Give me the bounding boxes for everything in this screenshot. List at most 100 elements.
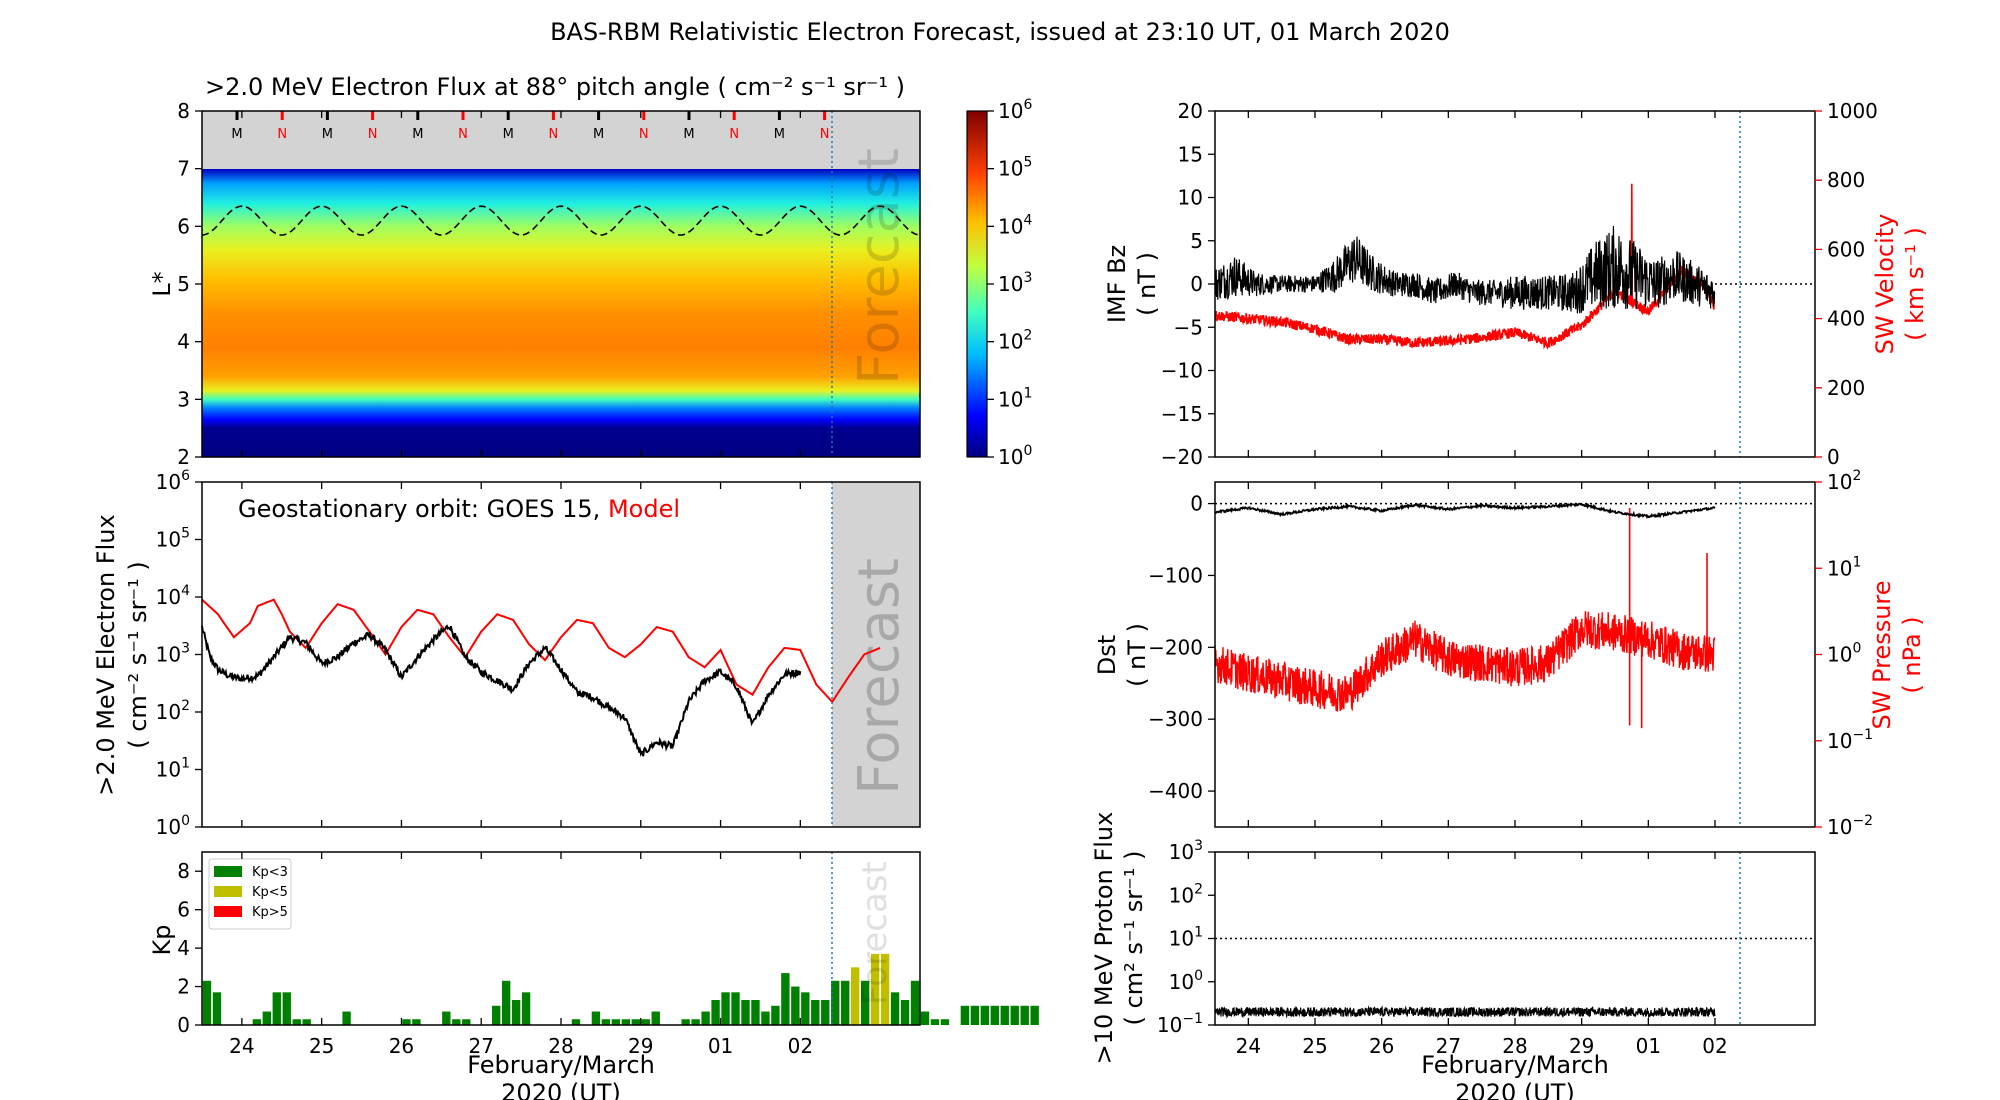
geo-title-goes: Geostationary orbit: GOES 15,: [238, 495, 600, 523]
geo-forecast-shade: [832, 482, 920, 827]
series-imf-bz-line: [1214, 225, 1716, 314]
colorbar: [966, 110, 988, 458]
kp-bar: [880, 953, 890, 1025]
kp-bar: [611, 1019, 621, 1025]
tick-base: 10: [156, 528, 181, 552]
geo-x-ticks: [241, 482, 801, 827]
tick-base: 10: [1827, 470, 1852, 494]
proton-x-label: 25: [1302, 1034, 1327, 1058]
proton-x-axis: 24 25 26 27 28 29 01 02: [1236, 852, 1728, 1058]
mn-marker-label: M: [503, 127, 514, 142]
dst-frame: [1214, 481, 1816, 828]
heatmap-x-ticks: [241, 111, 801, 457]
kp-forecast-label: Forecast: [855, 861, 895, 1005]
kp-bar: [930, 1019, 940, 1025]
imf-y2label-line1: SW Velocity: [1871, 214, 1899, 355]
kp-bar: [621, 1019, 631, 1025]
tick-base: 10: [156, 815, 181, 839]
kp-bar: [402, 1019, 411, 1025]
mn-marker-label: M: [231, 127, 242, 142]
right-xlabel-2: 2020 (UT): [1455, 1079, 1575, 1100]
geo-ylabel-line1: >2.0 MeV Electron Flux: [92, 514, 120, 795]
series-proton-flux-line: [1214, 1005, 1716, 1020]
kp-bar: [212, 992, 222, 1025]
kp-y-label: 0: [177, 1013, 190, 1037]
geo-ylabel-line2: ( cm⁻² s⁻¹ sr⁻¹ ): [124, 561, 152, 749]
proton-x-label: 26: [1369, 1034, 1394, 1058]
kp-bar: [910, 980, 920, 1025]
kp-y-axis: 0 2 4 6 8: [177, 859, 202, 1037]
kp-bar: [801, 992, 810, 1025]
tick-exp: 3: [181, 641, 190, 657]
kp-bar: [571, 1019, 581, 1025]
kp-bar: [841, 980, 850, 1025]
tick-base: 10: [156, 643, 181, 667]
tick-exp: 5: [181, 526, 190, 542]
kp-bar: [771, 1005, 780, 1025]
kp-bar: [811, 1000, 820, 1025]
kp-y-label: 6: [177, 898, 190, 922]
tick-exp: 2: [1852, 468, 1861, 484]
proton-y-label: 103: [1169, 838, 1203, 864]
tick-base: 10: [998, 387, 1023, 411]
imf-panel: −20 −15 −10 −5 0 5 10 15 20 0 200 400 600 800 1000 IM…: [1103, 99, 1929, 469]
kp-bar: [701, 1011, 710, 1025]
tick-base: 10: [1827, 729, 1852, 753]
proton-y-label: 100: [1169, 968, 1203, 994]
tick-exp: 1: [1023, 385, 1032, 401]
dst-y-label: −200: [1148, 635, 1203, 659]
tick-base: 10: [1169, 840, 1194, 864]
heatmap-y-axis: 2 3 4 5 6 7 8: [177, 99, 202, 469]
geo-forecast-label: Forecast: [847, 558, 912, 795]
kp-bar: [272, 992, 281, 1025]
dst-y-label: −400: [1148, 779, 1203, 803]
kp-bar: [491, 1005, 501, 1025]
tick-base: 10: [998, 330, 1023, 354]
proton-x-label: 28: [1502, 1034, 1527, 1058]
mn-marker-label: M: [322, 127, 333, 142]
dst-y2label-line2: ( nPa ): [1898, 616, 1926, 693]
kp-legend-label-kpgt5: Kp>5: [252, 905, 288, 920]
imf-y-label: −15: [1161, 402, 1203, 426]
dst-y-axis: 0 −100 −200 −300 −400: [1148, 492, 1215, 803]
colorbar-tick-label: 104: [998, 212, 1032, 238]
kp-bar: [751, 1000, 760, 1025]
imf-y-label: −20: [1161, 445, 1203, 469]
imf-y-label: 15: [1178, 142, 1203, 166]
heatmap-y-label: 2: [177, 445, 190, 469]
kp-bar: [691, 1019, 700, 1025]
kp-bar: [821, 1000, 830, 1025]
dst-ylabel-line2: ( nT ): [1123, 623, 1151, 687]
kp-bar: [920, 1011, 930, 1025]
mn-marker-label: M: [683, 127, 694, 142]
kp-bar: [651, 1011, 660, 1025]
kp-y-label: 8: [177, 859, 190, 883]
kp-y-label: 2: [177, 975, 190, 999]
kp-legend-swatch-kpgt5: [214, 906, 242, 917]
proton-ylabel-line2: ( cm² s⁻¹ sr⁻¹ ): [1120, 851, 1148, 1026]
kp-x-label: 02: [788, 1034, 813, 1058]
imf-y-label: 0: [1190, 272, 1203, 296]
kp-bar: [940, 1019, 950, 1025]
tick-base: 10: [998, 214, 1023, 238]
tick-base: 10: [1827, 815, 1852, 839]
left-xlabel-2: 2020 (UT): [501, 1079, 621, 1100]
kp-x-label: 01: [708, 1034, 733, 1058]
heatmap-y-label: 6: [177, 214, 190, 238]
kp-bar: [711, 1000, 720, 1025]
imf-y2-label: 200: [1827, 376, 1865, 400]
kp-legend-swatch-kp5: [214, 886, 242, 897]
tick-exp: 1: [1852, 554, 1861, 570]
kp-bar: [262, 1011, 272, 1025]
heatmap-title: >2.0 MeV Electron Flux at 88° pitch angl…: [205, 73, 905, 101]
tick-exp: 6: [181, 468, 190, 484]
imf-y2-label: 600: [1827, 237, 1865, 261]
series-sw-pressure-line: [1214, 611, 1716, 712]
tick-base: 10: [1169, 927, 1194, 951]
tick-exp: 2: [1023, 328, 1032, 344]
proton-x-label: 29: [1569, 1034, 1594, 1058]
